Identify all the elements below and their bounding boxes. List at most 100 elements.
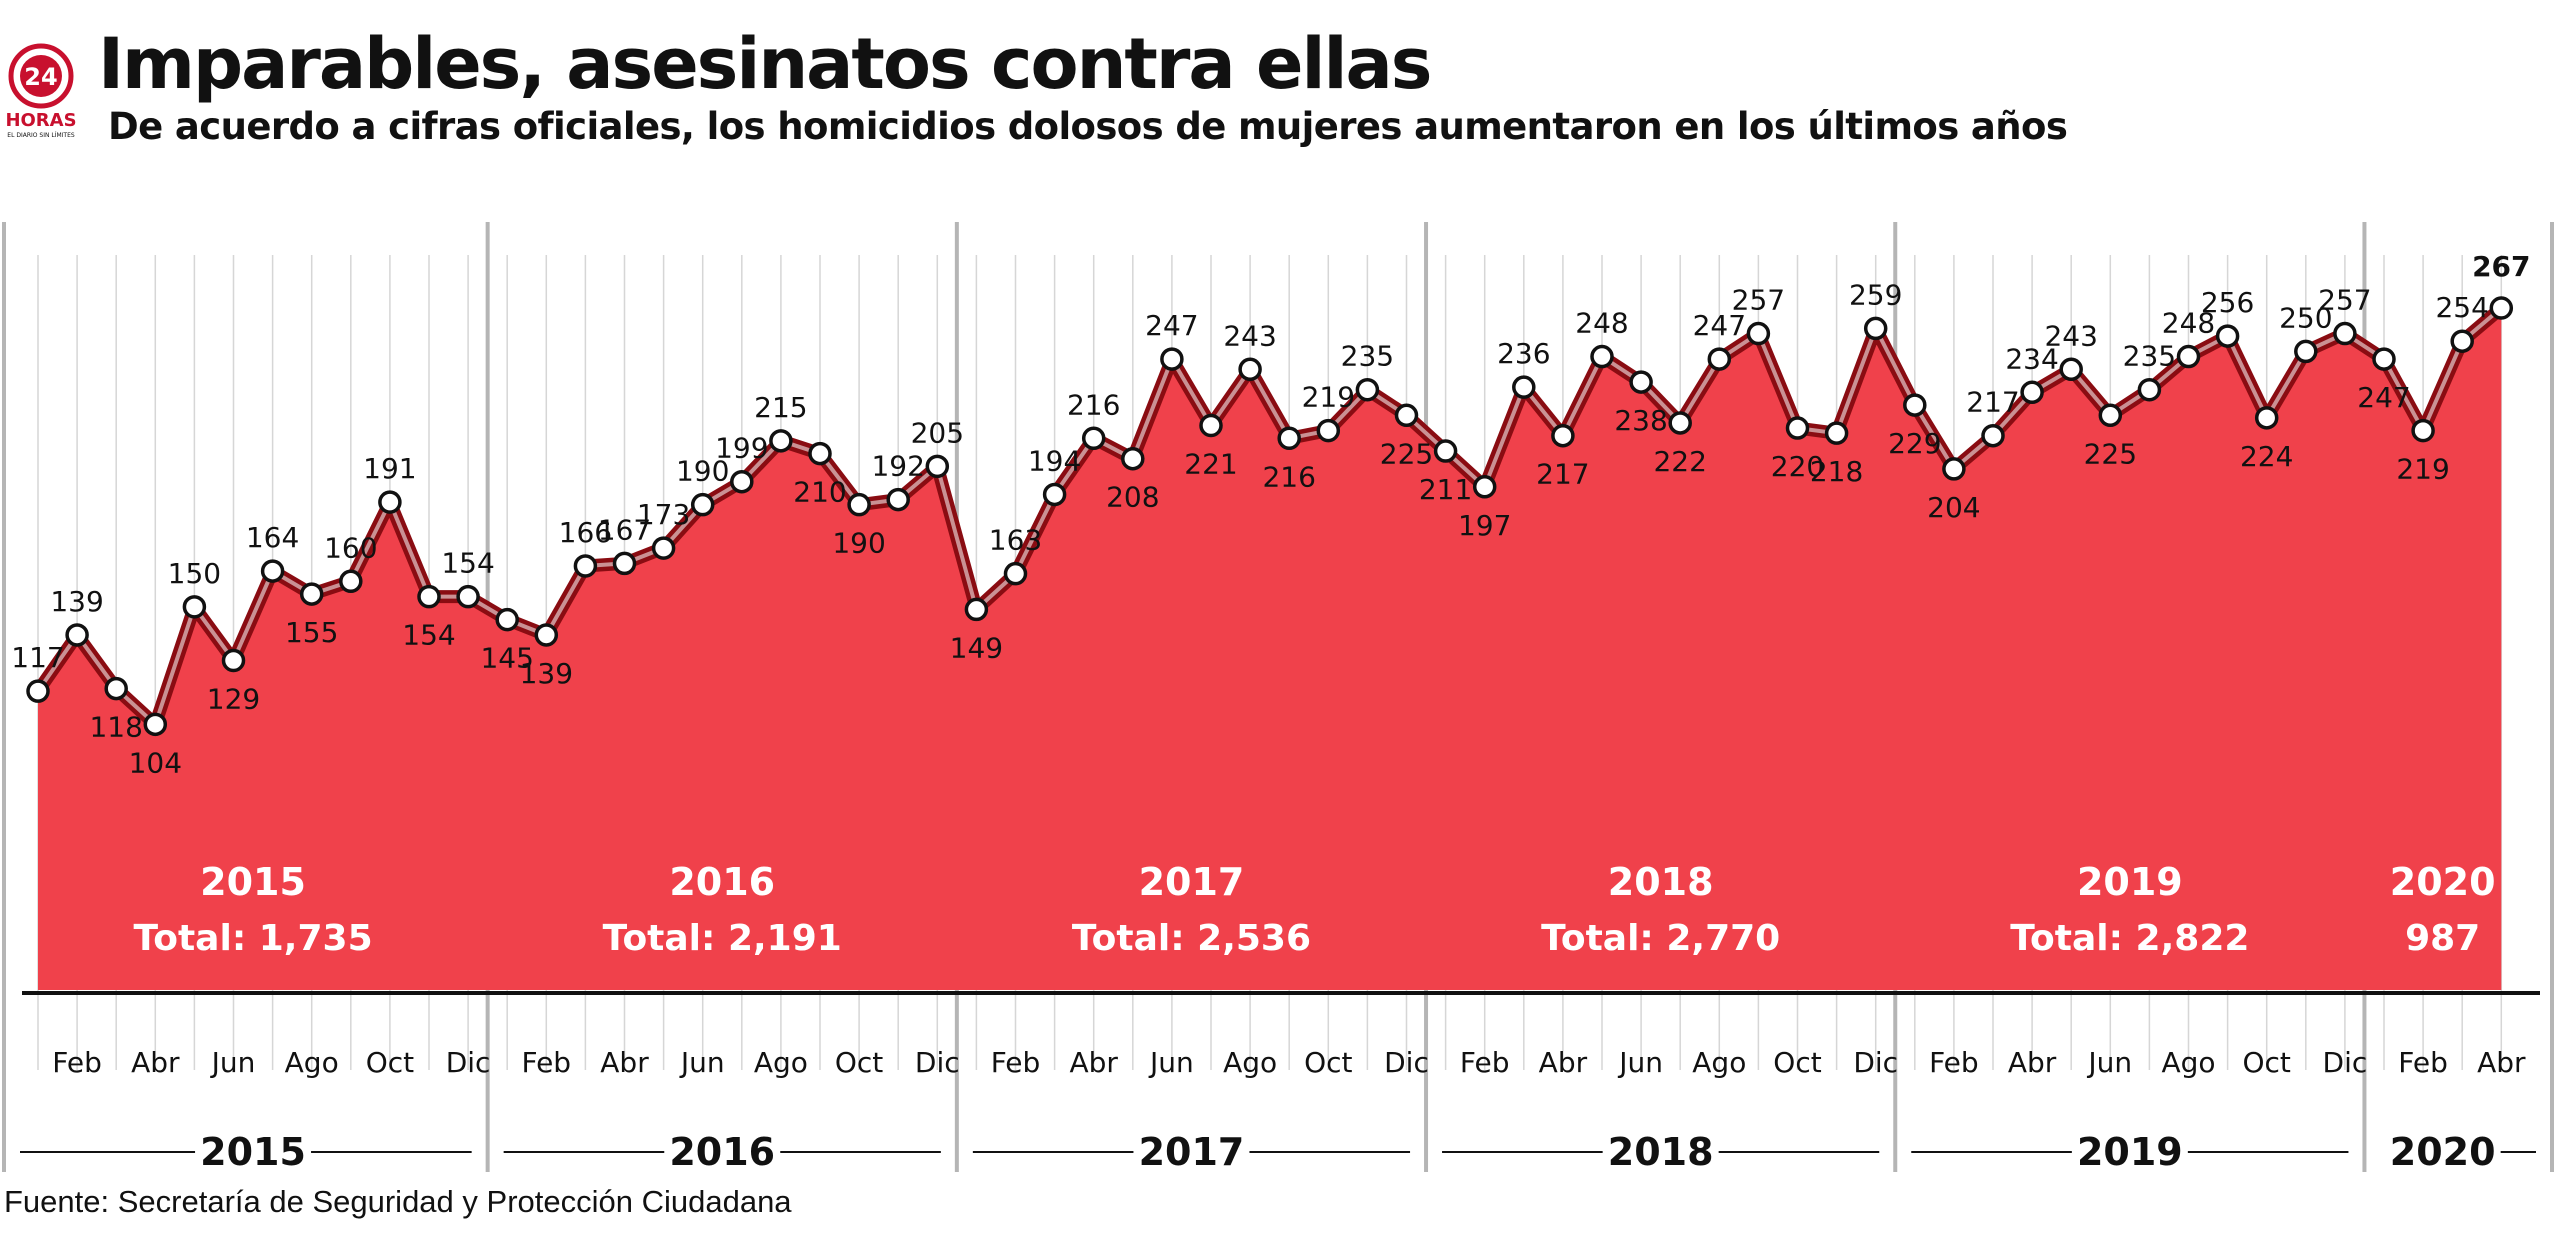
data-point: [534, 623, 559, 647]
data-point: [2411, 418, 2435, 443]
month-tick-label: Abr: [2477, 1046, 2526, 1079]
series-line-highlight: [36, 306, 2503, 727]
value-label: 234: [2005, 342, 2058, 375]
value-label: 191: [363, 452, 416, 485]
chart-subtitle: De acuerdo a cifras oficiales, los homic…: [108, 105, 2068, 148]
month-tick-label: Jun: [210, 1046, 256, 1079]
month-tick-label: Abr: [131, 1046, 180, 1079]
data-point: [808, 441, 832, 466]
data-point: [299, 582, 324, 606]
data-point: [1590, 344, 1614, 369]
value-label: 117: [11, 641, 64, 674]
logo-word: HORAS: [5, 110, 76, 131]
value-label: 173: [637, 498, 690, 531]
data-point: [1160, 347, 1184, 371]
x-axis: Feb Abr Jun Ago Oct Dic 2015 Feb Abr Jun Ago Oct Dic…: [20, 991, 2540, 1174]
value-label: 210: [793, 476, 846, 509]
month-tick-label: Feb: [1460, 1046, 1510, 1079]
value-label: 194: [1028, 444, 1081, 477]
value-label: 197: [1458, 509, 1511, 542]
logo-inner-disc: [20, 55, 62, 97]
value-label: 222: [1653, 445, 1706, 478]
data-point: [1863, 316, 1888, 341]
year-block-label: 2016: [669, 860, 775, 904]
data-point: [1629, 370, 1653, 394]
value-label: 204: [1927, 491, 1980, 524]
data-point: [417, 584, 441, 609]
data-point: [1707, 347, 1732, 371]
value-label: 224: [2240, 440, 2293, 473]
value-label: 219: [2396, 453, 2449, 486]
data-point: [456, 584, 480, 609]
value-label: 139: [520, 657, 573, 690]
year-block-label: 2015: [200, 860, 306, 904]
data-point: [651, 536, 676, 560]
year-block-label: 2017: [1139, 860, 1245, 904]
data-point: [573, 554, 598, 578]
value-label: 219: [1302, 381, 1355, 414]
month-tick-label: Feb: [52, 1046, 102, 1079]
year-axis-label: 2015: [200, 1130, 306, 1174]
month-tick-label: Feb: [991, 1046, 1041, 1079]
data-point: [1785, 416, 1810, 440]
month-tick-label: Ago: [2161, 1046, 2215, 1079]
month-tick-label: Jun: [1148, 1046, 1194, 1079]
month-tick-label: Ago: [285, 1046, 339, 1079]
year-axis-label: 2016: [669, 1130, 775, 1174]
month-tick-label: Jun: [2086, 1046, 2132, 1079]
data-point: [2059, 357, 2083, 382]
value-label: 154: [402, 619, 455, 652]
value-label: 192: [871, 450, 924, 483]
data-point: [1668, 411, 1692, 435]
data-point: [730, 469, 754, 494]
value-label: 208: [1106, 481, 1159, 514]
chart-title: Imparables, asesinatos contra ellas: [98, 23, 1432, 105]
value-label: 257: [2318, 284, 2371, 317]
value-label: 256: [2201, 286, 2254, 319]
year-total-label: Total: 2,770: [1541, 918, 1780, 959]
year-total-label: Total: 2,822: [2010, 918, 2249, 959]
value-label: 215: [754, 391, 807, 424]
data-point: [339, 569, 363, 594]
data-point: [1981, 423, 2005, 448]
value-label: 160: [324, 531, 377, 564]
logo-tagline: EL DIARIO SIN LÍMITES: [7, 132, 75, 139]
year-total-label: 987: [2405, 918, 2480, 959]
data-point: [964, 597, 989, 622]
data-point: [1824, 421, 1849, 445]
year-axis-label: 2018: [1608, 1130, 1714, 1174]
data-point: [182, 595, 207, 619]
data-point: [2333, 321, 2357, 346]
data-point: [1551, 423, 1575, 448]
value-label: 164: [246, 521, 299, 554]
month-tick-label: Feb: [1929, 1046, 1979, 1079]
value-label: 190: [832, 527, 885, 560]
month-tick-label: Jun: [679, 1046, 725, 1079]
value-label: 235: [1341, 340, 1394, 373]
data-point: [690, 492, 715, 517]
year-block-label: 2018: [1608, 860, 1714, 904]
data-point: [847, 492, 871, 517]
data-point: [1433, 439, 1458, 463]
data-point: [1238, 357, 1262, 382]
area-layer: [38, 308, 2502, 990]
month-tick-label: Ago: [1692, 1046, 1746, 1079]
value-label: 225: [2084, 437, 2137, 470]
value-label: 217: [1536, 458, 1589, 491]
data-point: [1081, 426, 1106, 451]
value-label: 247: [1693, 309, 1746, 342]
value-label: 267: [2472, 250, 2530, 283]
value-label: 217: [1966, 386, 2019, 419]
year-axis-label: 2019: [2077, 1130, 2183, 1174]
value-label: 163: [989, 524, 1042, 557]
data-point: [925, 454, 950, 479]
data-point: [1355, 377, 1380, 402]
data-point: [1903, 393, 1927, 417]
data-point: [1003, 561, 1028, 586]
value-label: 257: [1732, 284, 1785, 317]
data-point: [2137, 377, 2162, 402]
value-label: 216: [1262, 460, 1315, 493]
month-tick-label: Jun: [1617, 1046, 1663, 1079]
month-tick-label: Dic: [915, 1046, 960, 1079]
value-label: 218: [1810, 455, 1863, 488]
